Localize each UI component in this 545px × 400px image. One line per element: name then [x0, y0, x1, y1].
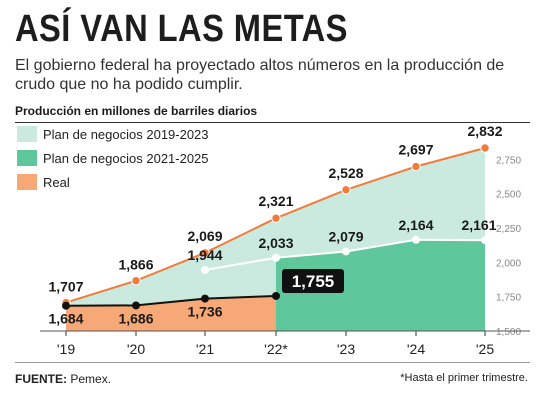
x-tick-label: '20 — [127, 341, 145, 357]
highlight-label: 1,755 — [292, 272, 335, 291]
point-plan-2021-2025 — [481, 236, 489, 245]
point-plan-2019-2023 — [131, 276, 141, 286]
source-note: FUENTE: Pemex. — [15, 372, 111, 386]
y-tick-label: 2,250 — [496, 224, 521, 235]
point-plan-2019-2023 — [271, 213, 281, 223]
data-label-plan-2021-2025: 1,944 — [187, 247, 222, 263]
source-label: FUENTE: — [15, 372, 67, 386]
footnote: *Hasta el primer trimestre. — [400, 372, 528, 384]
y-axis-label: Producción en millones de barriles diari… — [15, 104, 258, 118]
data-label-plan-2019-2023: 1,707 — [48, 279, 83, 295]
y-tick-label: 2,000 — [496, 258, 521, 269]
data-label-real: 1,684 — [48, 311, 83, 327]
point-plan-2021-2025 — [201, 266, 209, 274]
point-real — [62, 301, 70, 310]
point-real — [201, 294, 209, 303]
data-label-plan-2021-2025: 2,033 — [258, 235, 293, 251]
data-label-plan-2021-2025: 2,161 — [461, 217, 496, 233]
point-real — [272, 291, 280, 300]
x-tick-label: '23 — [337, 341, 355, 357]
source-value: Pemex. — [70, 372, 112, 386]
x-tick-label: '22* — [264, 341, 288, 357]
point-plan-2019-2023 — [200, 248, 210, 258]
x-tick-label: '25 — [476, 341, 494, 357]
y-tick-label: 2,750 — [496, 155, 521, 166]
point-plan-2019-2023 — [411, 161, 421, 172]
legend-label: Real — [43, 175, 70, 190]
data-label-plan-2019-2023: 2,321 — [258, 193, 293, 209]
legend-label: Plan de negocios 2019-2023 — [43, 127, 209, 142]
highlight-badge — [282, 268, 344, 293]
point-plan-2021-2025 — [342, 247, 350, 256]
footer-rule — [15, 362, 530, 363]
y-tick-label: 1,500 — [496, 327, 521, 338]
data-label-plan-2019-2023: 2,697 — [398, 142, 433, 158]
legend-swatch — [17, 126, 37, 142]
data-label-plan-2019-2023: 2,832 — [467, 123, 502, 139]
data-label-real: 1,686 — [118, 310, 153, 326]
data-label-plan-2019-2023: 2,069 — [187, 228, 222, 244]
point-real — [132, 301, 140, 310]
data-label-plan-2019-2023: 1,866 — [118, 257, 153, 273]
y-tick-label: 1,750 — [496, 293, 521, 304]
chart-title: ASÍ VAN LAS METAS — [15, 8, 348, 50]
chart-subtitle: El gobierno federal ha proyectado altos … — [15, 57, 505, 93]
point-plan-2021-2025 — [272, 253, 280, 262]
line-real — [65, 295, 277, 307]
legend-swatch — [17, 174, 37, 190]
area-plan-2021-2025 — [276, 239, 485, 331]
legend-swatch — [17, 150, 37, 166]
data-label-plan-2021-2025: 2,079 — [328, 228, 363, 244]
y-tick-label: 2,500 — [496, 190, 521, 201]
data-label-plan-2021-2025: 2,164 — [398, 217, 433, 233]
point-plan-2019-2023 — [480, 143, 490, 153]
point-plan-2019-2023 — [341, 185, 351, 195]
x-tick-label: '24 — [407, 341, 425, 357]
x-tick-label: '21 — [196, 341, 214, 357]
point-plan-2021-2025 — [412, 235, 420, 244]
area-real — [66, 296, 276, 331]
data-label-real: 1,736 — [187, 304, 222, 320]
x-tick-label: '19 — [57, 341, 75, 357]
header-rule — [15, 122, 530, 123]
legend-label: Plan de negocios 2021-2025 — [43, 151, 209, 166]
data-label-plan-2019-2023: 2,528 — [328, 165, 363, 181]
